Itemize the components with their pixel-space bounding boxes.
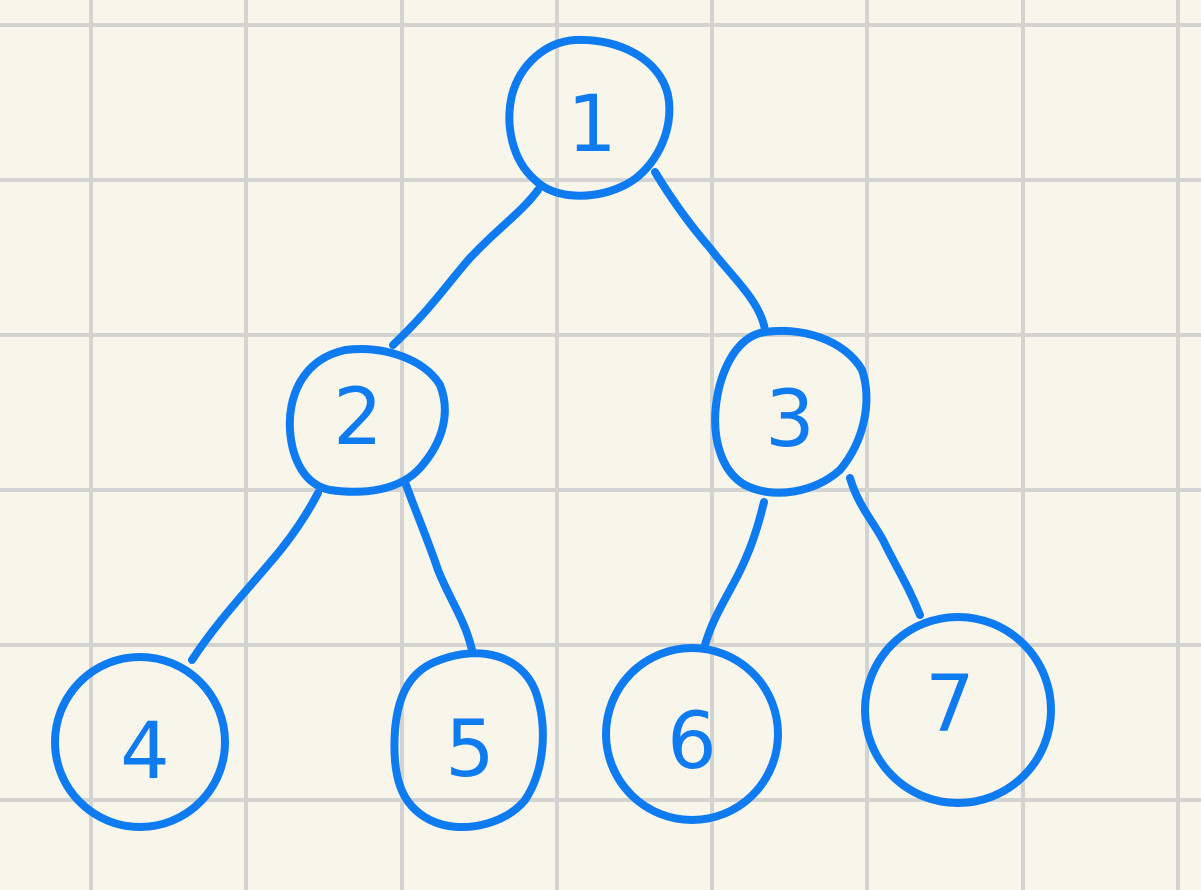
tree-node[interactable]: 2 (285, 345, 449, 496)
edge-1-2 (389, 186, 542, 349)
node-label: 7 (925, 660, 975, 750)
node-label: 2 (333, 373, 383, 463)
node-outline (285, 345, 449, 496)
node-label: 3 (765, 375, 815, 465)
tree-node[interactable]: 7 (861, 613, 1055, 807)
node-label: 4 (120, 707, 170, 797)
node-label: 6 (667, 697, 717, 787)
tree-node[interactable]: 1 (505, 35, 674, 200)
node-outline (711, 326, 871, 497)
nodes: 1 2 3 4 5 6 7 (51, 35, 1055, 831)
edge-2-5 (401, 478, 476, 654)
node-outline (861, 613, 1055, 807)
tree-node[interactable]: 6 (602, 644, 782, 824)
node-outline (602, 644, 782, 824)
node-outline (390, 649, 547, 831)
node-label: 1 (567, 80, 617, 170)
node-label: 5 (445, 705, 495, 795)
node-outline (51, 653, 229, 831)
node-outline (505, 35, 674, 200)
tree-node[interactable]: 4 (51, 653, 229, 831)
edge-1-3 (651, 168, 769, 334)
edge-3-7 (846, 474, 924, 619)
tree-node[interactable]: 3 (711, 326, 871, 497)
edge-2-4 (188, 489, 322, 664)
edge-3-6 (701, 498, 768, 649)
edges (188, 168, 924, 664)
tree-node[interactable]: 5 (390, 649, 547, 831)
